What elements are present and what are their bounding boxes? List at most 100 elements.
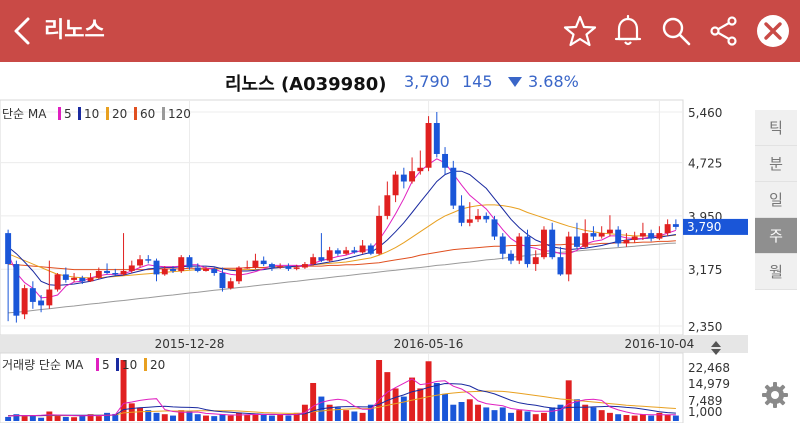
- candle-body: [466, 219, 473, 223]
- volume-bar: [541, 412, 547, 421]
- volume-bar: [334, 407, 341, 421]
- volume-bar: [112, 413, 119, 421]
- volume-bar: [227, 415, 234, 421]
- volume-bar: [499, 407, 506, 421]
- quote-bar: 리노스 (A039980) 3,790 145 3.68%: [0, 62, 800, 100]
- settings-gear-icon[interactable]: [760, 380, 790, 410]
- volume-ma10-line: [8, 382, 676, 417]
- candle-body: [409, 171, 416, 182]
- close-icon[interactable]: [755, 13, 791, 49]
- x-axis: 2015-12-28 2016-05-16 2016-10-04: [155, 337, 695, 351]
- volume-bar: [672, 415, 679, 421]
- candle-body: [62, 274, 69, 280]
- back-icon[interactable]: [8, 13, 38, 49]
- volume-bar: [400, 396, 407, 421]
- volume-tick-label: 14,979: [688, 377, 730, 391]
- price-change: 145: [462, 72, 493, 91]
- ma5-line: [7, 158, 677, 299]
- legend-swatch: [78, 107, 81, 120]
- candle-body: [631, 236, 638, 240]
- candle-body: [549, 229, 556, 258]
- share-icon[interactable]: [706, 13, 742, 49]
- candle-body: [244, 267, 251, 269]
- legend-label: 20: [150, 358, 165, 372]
- candle-body: [277, 266, 284, 268]
- period-tab[interactable]: 월: [755, 254, 797, 290]
- candle-body: [54, 274, 61, 290]
- candle-body: [219, 273, 226, 289]
- candle-body: [656, 233, 663, 239]
- volume-bar: [623, 415, 630, 421]
- period-tab[interactable]: 일: [755, 182, 797, 218]
- candle-body: [376, 215, 383, 254]
- legend-swatch: [162, 107, 165, 120]
- candle-body: [194, 267, 201, 271]
- volume-bar: [664, 415, 671, 421]
- volume-bar: [161, 414, 168, 421]
- volume-bar: [491, 410, 498, 421]
- volume-bar: [285, 415, 292, 421]
- volume-bar: [87, 414, 94, 421]
- candle-body: [71, 277, 78, 280]
- ma20-line: [7, 204, 676, 279]
- volume-bar: [631, 415, 638, 421]
- price-tick-label: 3,175: [688, 263, 722, 277]
- candle-body: [573, 236, 580, 247]
- volume-bar: [582, 404, 589, 421]
- volume-bar: [326, 404, 333, 421]
- volume-ma20-line: [8, 390, 676, 417]
- volume-bar: [606, 412, 613, 421]
- volume-bar: [170, 415, 176, 421]
- candle-body: [178, 257, 185, 271]
- candle-body: [541, 229, 547, 258]
- volume-bar: [62, 416, 69, 421]
- legend-label: 5: [102, 358, 110, 372]
- chart-area[interactable]: 5,460 4,725 3,950 3,175 2,350 단순 MA 5 10 20 60 1…: [0, 98, 800, 423]
- volume-bar: [392, 388, 399, 421]
- candle-body: [227, 281, 234, 289]
- candle-body: [79, 277, 86, 282]
- search-icon[interactable]: [658, 13, 694, 49]
- volume-bar: [524, 411, 531, 421]
- candle-body: [508, 253, 514, 261]
- candle-body: [38, 300, 45, 306]
- volume-bar: [639, 414, 646, 421]
- candle-body: [301, 264, 308, 268]
- bell-icon[interactable]: [610, 13, 646, 49]
- candle-body: [557, 257, 564, 275]
- volume-bar: [656, 412, 663, 421]
- legend-swatch: [96, 358, 99, 371]
- volume-bar: [598, 410, 605, 421]
- candle-body: [491, 219, 498, 237]
- candle-body: [95, 270, 102, 278]
- legend-swatch: [144, 358, 147, 371]
- candle-body: [425, 123, 432, 168]
- candle-body: [598, 233, 605, 237]
- volume-bar: [376, 360, 383, 421]
- volume-bar: [343, 410, 350, 421]
- candle-body: [565, 236, 572, 275]
- price-tick-label: 4,725: [688, 157, 722, 171]
- candle-body: [648, 233, 655, 239]
- current-price-tag: 3,790: [683, 218, 748, 235]
- star-icon[interactable]: [562, 13, 598, 49]
- date-tick-label: 2016-10-04: [625, 337, 695, 351]
- candle-body: [672, 224, 679, 227]
- candle-body: [260, 260, 267, 265]
- period-tab[interactable]: 분: [755, 146, 797, 182]
- candle-body: [137, 259, 143, 266]
- candle-body: [252, 260, 259, 268]
- candle-body: [499, 236, 506, 254]
- candle-body: [170, 268, 176, 271]
- candle-body: [433, 123, 440, 154]
- volume-bar: [549, 407, 556, 421]
- period-tab[interactable]: 틱: [755, 110, 797, 146]
- candle-body: [664, 224, 671, 234]
- volume-bar: [648, 415, 655, 421]
- period-tab[interactable]: 주: [755, 218, 797, 254]
- panel-resize-icon[interactable]: [711, 341, 721, 355]
- candle-body: [524, 236, 531, 265]
- volume-bar: [95, 416, 102, 421]
